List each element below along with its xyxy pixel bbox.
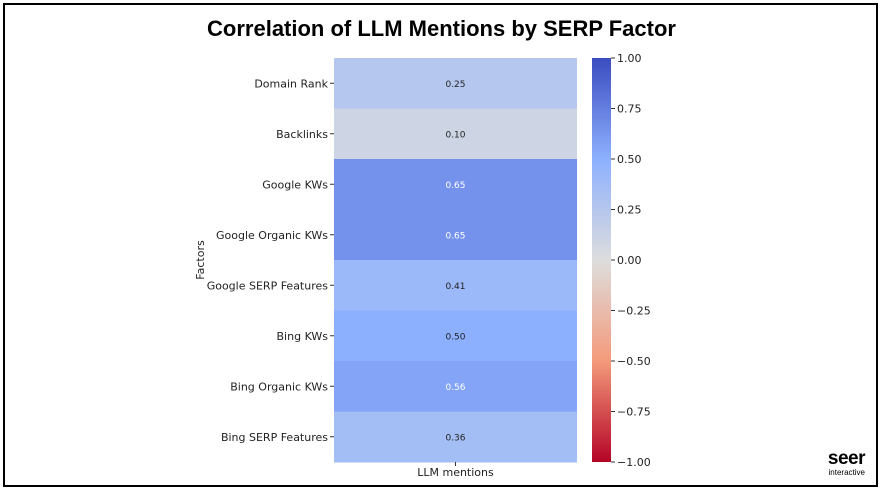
row-label: Bing SERP Features: [221, 431, 328, 444]
row-labels: Domain Rank Backlinks Google KWs Google Org…: [207, 77, 334, 444]
row-label: Google SERP Features: [207, 279, 329, 292]
colorbar-tick-label: −1.00: [617, 456, 651, 469]
row-label: Backlinks: [276, 128, 328, 141]
chart-title: Correlation of LLM Mentions by SERP Fact…: [207, 16, 676, 41]
cell-value-label: 0.36: [445, 433, 465, 443]
heatmap-cell: [334, 209, 577, 261]
cell-value-label: 0.65: [445, 231, 465, 241]
logo-subtext: interactive: [828, 468, 865, 477]
cell-value-label: 0.25: [445, 80, 465, 90]
row-label: Google KWs: [262, 178, 328, 191]
colorbar-tick-label: 1.00: [617, 52, 642, 65]
seer-interactive-logo: seer interactive: [805, 448, 866, 477]
column-label: LLM mentions: [417, 466, 494, 479]
colorbar-tick-label: −0.75: [617, 406, 651, 419]
heatmap-cell: [334, 310, 577, 362]
cell-value-label: 0.65: [445, 181, 465, 191]
colorbar-tick-label: 0.00: [617, 254, 642, 267]
row-label: Domain Rank: [254, 77, 328, 90]
logo-wordmark: seer: [827, 448, 866, 469]
heatmap-cell: [334, 411, 577, 463]
colorbar: 1.00 0.75 0.50 0.25 0.00 −0.25 −0.50 −0.75 −1.00: [592, 52, 651, 469]
heatmap-cell: [334, 108, 577, 160]
colorbar-gradient: [592, 58, 611, 462]
row-label: Bing KWs: [277, 330, 329, 343]
colorbar-tick-label: −0.50: [617, 355, 651, 368]
cell-value-label: 0.50: [445, 332, 465, 342]
cell-value-label: 0.41: [445, 282, 465, 292]
colorbar-tick-label: 0.50: [617, 153, 642, 166]
row-label: Bing Organic KWs: [230, 380, 328, 393]
heatmap-cell: [334, 361, 577, 412]
heatmap-cell: [334, 260, 577, 311]
colorbar-tick-label: 0.75: [617, 103, 642, 116]
y-axis-label: Factors: [194, 240, 207, 280]
colorbar-tick-label: −0.25: [617, 305, 651, 318]
cell-value-label: 0.56: [445, 383, 465, 393]
heatmap-cells: 0.25 0.10 0.65 0.65 0.41 0.50 0.56 0.36: [334, 58, 577, 463]
column-labels: LLM mentions: [417, 462, 494, 479]
colorbar-tick-label: 0.25: [617, 204, 642, 217]
heatmap-cell: [334, 58, 577, 109]
row-label: Google Organic KWs: [216, 229, 328, 242]
heatmap-cell: [334, 159, 577, 210]
cell-value-label: 0.10: [445, 130, 465, 140]
